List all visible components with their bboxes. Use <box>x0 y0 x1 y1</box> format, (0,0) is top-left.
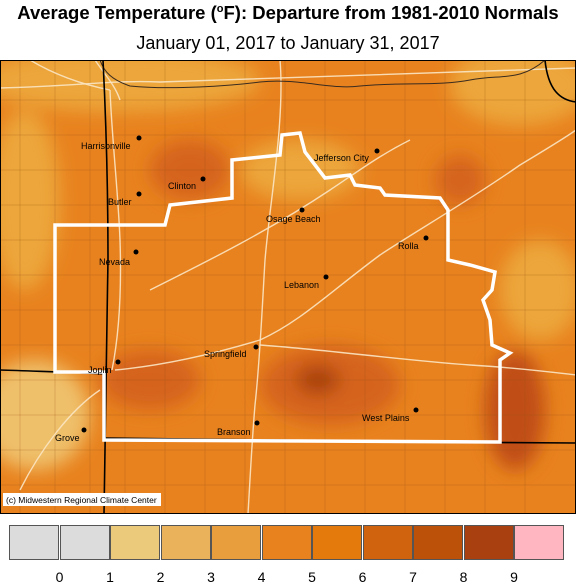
contour-light-northeast <box>450 60 576 125</box>
legend-swatch <box>312 525 362 560</box>
highway-i70 <box>0 67 576 89</box>
legend-swatch <box>261 525 312 560</box>
legend-swatch <box>211 525 261 560</box>
legend-swatch <box>514 525 564 560</box>
city-dot-grove <box>81 427 87 433</box>
city-dot-springfield <box>253 344 259 350</box>
date-range-subtitle: January 01, 2017 to January 31, 2017 <box>136 33 440 53</box>
legend-tick-label: 7 <box>409 569 417 585</box>
city-label-osage-beach: Osage Beach <box>266 214 321 224</box>
legend-swatch <box>59 525 110 560</box>
rivers <box>99 60 546 89</box>
city-dot-lebanon <box>323 274 329 280</box>
legend-tick-label: 4 <box>257 569 266 585</box>
map-title: Average Temperature (oF): Departure from… <box>17 2 559 23</box>
legend-swatch <box>413 525 463 560</box>
legend-tick-label: 8 <box>459 569 468 585</box>
city-label-joplin: Joplin <box>88 365 112 375</box>
city-label-grove: Grove <box>55 433 80 443</box>
region-boundary <box>53 131 514 444</box>
legend-swatch <box>362 525 413 560</box>
legend-tick-label: 5 <box>308 569 316 585</box>
legend-tick-label: 1 <box>106 569 114 585</box>
city-dot-clinton <box>200 176 206 182</box>
legend-swatch <box>463 525 514 560</box>
city-label-springfield: Springfield <box>204 349 247 359</box>
city-dot-osage-beach <box>299 207 305 213</box>
contour-light-east <box>500 240 576 340</box>
legend-swatch <box>110 525 160 560</box>
highway-us71 <box>109 89 122 371</box>
city-dot-branson <box>254 420 260 426</box>
credit-box <box>3 493 161 506</box>
city-label-rolla: Rolla <box>398 241 419 251</box>
credit-text: (c) Midwestern Regional Climate Center <box>6 495 157 505</box>
highway-us60 <box>259 344 576 376</box>
legend-tick-label: 0 <box>55 569 64 585</box>
legend-swatch <box>9 525 59 560</box>
legend-tick-label: 2 <box>156 569 165 585</box>
missouri-river <box>99 60 546 89</box>
city-label-jefferson-city: Jefferson City <box>314 153 369 163</box>
contour-darker-east <box>435 155 485 205</box>
city-label-west-plains: West Plains <box>362 413 410 423</box>
state-line-east <box>544 60 576 103</box>
legend-tick-label: 6 <box>358 569 367 585</box>
temperature-departure-map: Harrisonville Clinton Butler Jefferson C… <box>0 60 576 514</box>
city-markers <box>81 135 429 433</box>
highway-us65 <box>247 60 282 514</box>
city-dot-west-plains <box>413 407 419 413</box>
legend-tick-label: 9 <box>510 569 518 585</box>
city-label-lebanon: Lebanon <box>284 280 319 290</box>
city-label-nevada: Nevada <box>99 257 130 267</box>
city-labels: Harrisonville Clinton Butler Jefferson C… <box>55 141 419 443</box>
city-label-harrisonville: Harrisonville <box>81 141 131 151</box>
city-dot-butler <box>136 191 142 197</box>
highway-us54 <box>149 139 411 291</box>
city-dot-jefferson-city <box>374 148 380 154</box>
legend-swatch <box>160 525 211 560</box>
highway-i44 <box>114 129 576 371</box>
city-label-branson: Branson <box>217 427 251 437</box>
city-label-clinton: Clinton <box>168 181 196 191</box>
city-label-butler: Butler <box>108 197 132 207</box>
city-dot-nevada <box>133 249 139 255</box>
city-dot-rolla <box>423 235 429 241</box>
contour-light-west <box>0 110 60 290</box>
city-dot-harrisonville <box>136 135 142 141</box>
city-dot-joplin <box>115 359 121 365</box>
legend-tick-label: 3 <box>207 569 215 585</box>
highway-southwest <box>19 389 101 491</box>
